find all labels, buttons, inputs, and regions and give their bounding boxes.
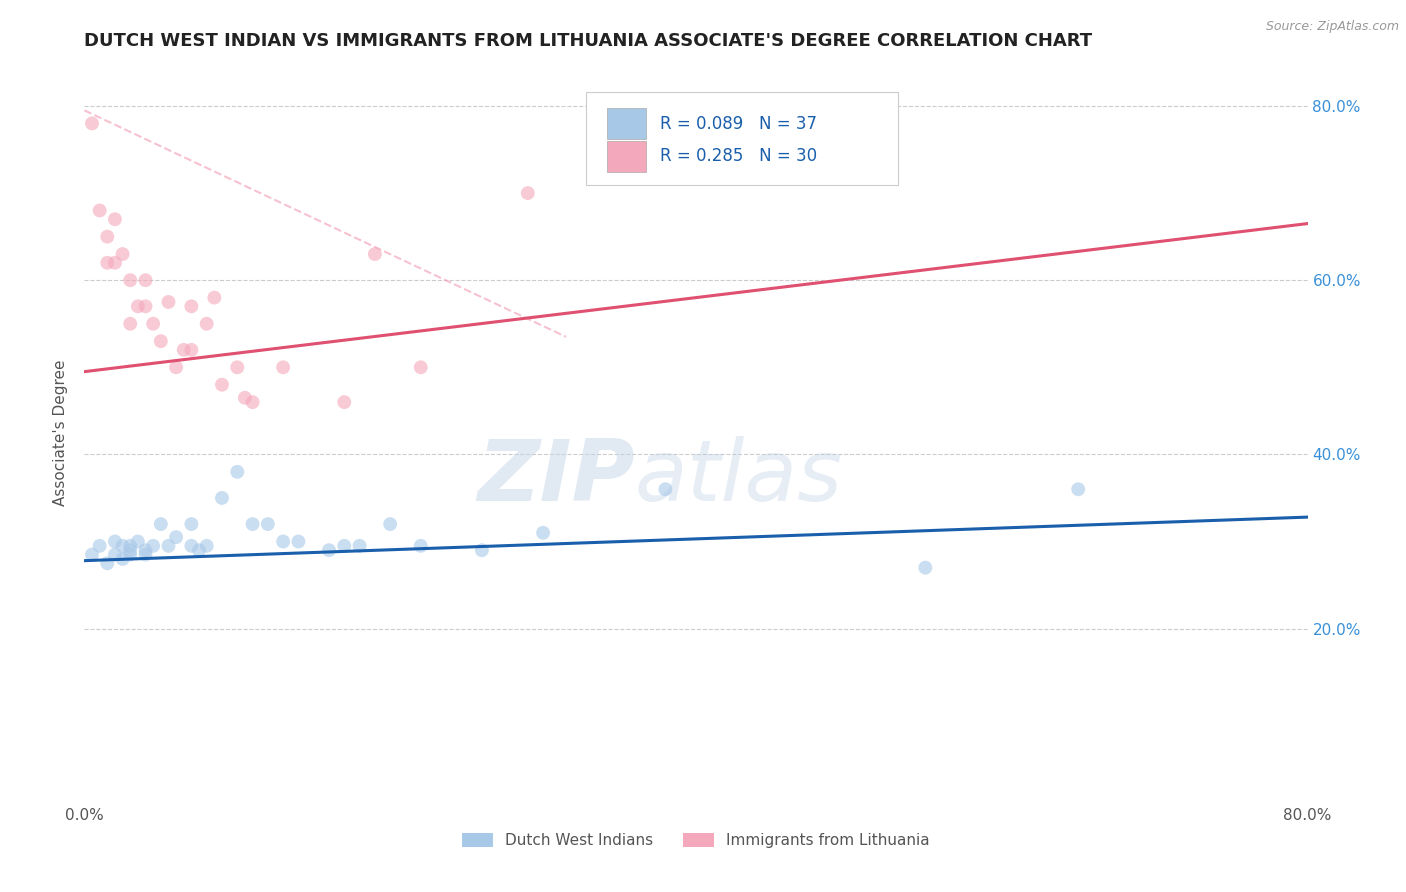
Point [654,482,676,496]
Point [111,539,134,553]
Point [104,534,127,549]
Point [516,186,538,200]
Point [135,273,157,287]
Point [80,116,103,130]
Point [226,465,249,479]
Point [89,539,111,553]
Point [195,539,218,553]
Text: atlas: atlas [636,435,842,518]
Point [333,395,356,409]
Point [211,377,233,392]
Point [104,212,127,227]
Point [89,203,111,218]
Point [318,543,340,558]
Point [120,273,142,287]
FancyBboxPatch shape [586,92,898,185]
Point [120,317,142,331]
Point [180,299,202,313]
Point [242,517,264,532]
Point [914,560,936,574]
Point [135,548,157,562]
Text: R = 0.285   N = 30: R = 0.285 N = 30 [661,147,818,165]
Point [127,534,149,549]
Point [211,491,233,505]
Point [180,539,202,553]
Point [380,517,402,532]
Point [409,360,432,375]
Text: ZIP: ZIP [477,435,636,518]
Point [202,291,225,305]
Point [157,295,180,310]
Text: DUTCH WEST INDIAN VS IMMIGRANTS FROM LITHUANIA ASSOCIATE'S DEGREE CORRELATION CH: DUTCH WEST INDIAN VS IMMIGRANTS FROM LIT… [84,32,1092,50]
Point [364,247,387,261]
Text: Source: ZipAtlas.com: Source: ZipAtlas.com [1265,20,1399,33]
Y-axis label: Associate's Degree: Associate's Degree [53,359,69,506]
Point [135,299,157,313]
Point [120,543,142,558]
FancyBboxPatch shape [606,108,645,139]
Point [333,539,356,553]
Point [180,343,202,357]
Point [96,556,118,570]
Point [142,317,165,331]
Point [96,256,118,270]
Point [271,360,294,375]
Point [104,256,127,270]
Point [409,539,432,553]
Point [157,539,180,553]
Point [80,548,103,562]
Point [242,395,264,409]
Point [195,317,218,331]
Point [257,517,280,532]
Point [531,525,554,540]
Point [149,517,172,532]
Point [1067,482,1090,496]
Point [120,539,142,553]
Point [271,534,294,549]
Point [165,360,187,375]
Point [349,539,371,553]
Point [120,548,142,562]
Point [149,334,172,348]
Point [287,534,309,549]
Point [135,543,157,558]
Point [165,530,187,544]
Point [471,543,494,558]
Text: R = 0.089   N = 37: R = 0.089 N = 37 [661,115,817,133]
Point [142,539,165,553]
Legend: Dutch West Indians, Immigrants from Lithuania: Dutch West Indians, Immigrants from Lith… [456,827,936,855]
Point [111,247,134,261]
Point [111,552,134,566]
Point [104,548,127,562]
Point [233,391,256,405]
Point [188,543,211,558]
FancyBboxPatch shape [606,141,645,172]
Point [127,299,149,313]
Point [226,360,249,375]
Point [180,517,202,532]
Point [96,229,118,244]
Point [173,343,195,357]
